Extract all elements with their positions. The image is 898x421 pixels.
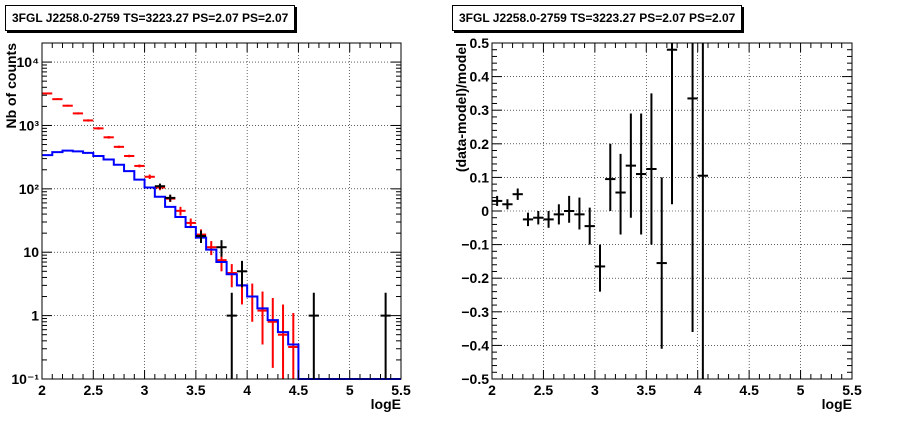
y-tick-label: 10⁻¹ bbox=[11, 371, 39, 387]
x-tick-label: 2.5 bbox=[534, 382, 554, 398]
plot-frame bbox=[41, 42, 402, 380]
data-point bbox=[124, 154, 135, 158]
data-point bbox=[543, 211, 554, 228]
data-point bbox=[93, 127, 104, 130]
data-point bbox=[574, 197, 585, 230]
data-point bbox=[267, 297, 278, 368]
y-tick-label: 10² bbox=[19, 181, 40, 197]
x-tick-label: 3.5 bbox=[186, 382, 206, 398]
y-tick-label: 10 bbox=[23, 244, 39, 260]
x-tick-label: 5 bbox=[346, 382, 354, 398]
y-tick-label: 0.4 bbox=[470, 69, 490, 85]
y-axis-label: Nb of counts bbox=[3, 43, 19, 129]
x-tick-label: 4 bbox=[243, 382, 251, 398]
y-tick-label: −0.2 bbox=[461, 270, 489, 286]
y-tick-label: 0.5 bbox=[470, 35, 490, 51]
data-point bbox=[134, 164, 145, 168]
data-point bbox=[502, 199, 513, 210]
x-tick-label: 5.5 bbox=[391, 382, 411, 398]
x-tick-label: 5.5 bbox=[842, 382, 862, 398]
data-point bbox=[216, 240, 227, 257]
data-point bbox=[62, 104, 73, 107]
x-tick-label: 3 bbox=[141, 382, 149, 398]
y-tick-label: −0.4 bbox=[461, 337, 489, 353]
y-tick-label: −0.1 bbox=[461, 237, 489, 253]
data-point bbox=[42, 92, 53, 95]
data-point bbox=[605, 143, 616, 211]
y-tick-label: 1 bbox=[31, 308, 39, 324]
chart-title-right: 3FGL J2258.0-2759 TS=3223.27 PS=2.07 PS=… bbox=[452, 5, 743, 31]
x-tick-label: 4.5 bbox=[739, 382, 759, 398]
y-axis-label: (data-model)/model bbox=[453, 43, 469, 172]
data-point bbox=[564, 195, 575, 223]
data-point bbox=[72, 112, 84, 115]
data-point bbox=[226, 292, 237, 379]
data-point bbox=[165, 194, 176, 202]
data-point bbox=[195, 230, 207, 243]
x-tick-label: 4 bbox=[694, 382, 702, 398]
x-axis-label: logE bbox=[371, 396, 401, 412]
x-axis-label: logE bbox=[822, 396, 852, 412]
y-tick-label: 0.1 bbox=[470, 169, 490, 185]
data-point bbox=[257, 291, 268, 345]
data-point bbox=[522, 212, 534, 227]
y-tick-label: 10³ bbox=[19, 117, 40, 133]
data-point bbox=[533, 211, 544, 225]
data-point bbox=[646, 93, 657, 245]
data-point bbox=[594, 244, 606, 292]
x-tick-label: 2 bbox=[38, 382, 46, 398]
data-point bbox=[380, 292, 391, 379]
x-tick-label: 2.5 bbox=[84, 382, 104, 398]
residuals-panel: 2 2.5 3 3.5 4 4.5 5 5.5 −0.5 −0.4 −0.3 −0.2 −0.1 0 0.1… bbox=[453, 35, 862, 412]
data-point bbox=[103, 136, 114, 139]
data-point bbox=[206, 241, 217, 256]
data-point bbox=[247, 283, 258, 322]
x-tick-label: 3 bbox=[591, 382, 599, 398]
data-point bbox=[83, 119, 94, 122]
y-tick-label: 0.2 bbox=[470, 136, 490, 152]
x-tick-label: 2 bbox=[488, 382, 496, 398]
y-tick-label: 0.3 bbox=[470, 102, 490, 118]
chart-title-left: 3FGL J2258.0-2759 TS=3223.27 PS=2.07 PS=… bbox=[5, 5, 296, 31]
model-step-line bbox=[42, 149, 401, 380]
data-point bbox=[52, 98, 63, 101]
data-point bbox=[113, 145, 125, 149]
y-tick-label: −0.5 bbox=[461, 371, 489, 387]
counts-panel: 2 2.5 3 3.5 4 4.5 5 5.5 10⁻¹ 1 10 10² 10³ 10⁴ logE Nb o… bbox=[3, 42, 411, 412]
x-tick-label: 5 bbox=[797, 382, 805, 398]
data-point bbox=[512, 188, 523, 200]
data-point bbox=[584, 207, 595, 245]
data-point bbox=[277, 304, 289, 379]
data-point bbox=[226, 264, 237, 288]
data-point bbox=[666, 43, 678, 205]
data-point bbox=[175, 206, 186, 216]
data-point bbox=[625, 113, 636, 218]
data-point bbox=[636, 113, 647, 235]
data-point bbox=[687, 43, 698, 332]
data-point bbox=[697, 43, 708, 379]
data-point bbox=[615, 153, 626, 235]
x-tick-label: 3.5 bbox=[637, 382, 657, 398]
y-tick-label: 10⁴ bbox=[17, 54, 40, 70]
y-tick-label: −0.3 bbox=[461, 304, 489, 320]
data-point bbox=[492, 195, 503, 206]
data-point bbox=[236, 260, 248, 288]
data-point bbox=[288, 312, 299, 379]
y-tick-label: 0 bbox=[481, 203, 489, 219]
x-tick-label: 4.5 bbox=[289, 382, 309, 398]
data-point bbox=[308, 292, 319, 379]
data-point bbox=[656, 177, 667, 349]
data-point bbox=[154, 183, 166, 190]
data-point bbox=[144, 174, 155, 180]
data-point bbox=[553, 204, 564, 225]
